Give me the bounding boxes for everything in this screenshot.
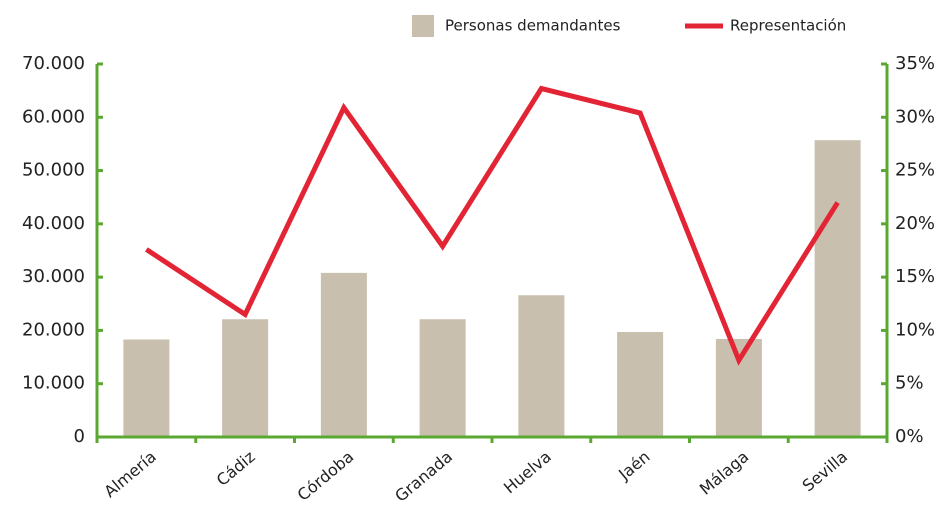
y2-tick-label: 10% bbox=[895, 319, 935, 340]
x-tick-label: Almería bbox=[100, 447, 159, 501]
y-tick-label: 50.000 bbox=[22, 160, 85, 181]
y-tick-label: 70.000 bbox=[22, 53, 85, 74]
bar bbox=[419, 319, 466, 437]
bar bbox=[320, 272, 367, 437]
y2-tick-label: 30% bbox=[895, 106, 935, 127]
x-tick-label: Cádiz bbox=[213, 447, 259, 490]
y-tick-label: 0 bbox=[74, 426, 85, 447]
x-tick-label: Huelva bbox=[500, 447, 555, 497]
y2-tick-label: 25% bbox=[895, 160, 935, 181]
y-tick-label: 40.000 bbox=[22, 213, 85, 234]
y2-tick-label: 15% bbox=[895, 266, 935, 287]
y-tick-label: 30.000 bbox=[22, 266, 85, 287]
x-tick-label: Jaén bbox=[614, 447, 653, 484]
legend-label: Personas demandantes bbox=[445, 17, 621, 35]
y2-tick-label: 20% bbox=[895, 213, 935, 234]
y2-tick-label: 5% bbox=[895, 373, 924, 394]
legend-swatch bbox=[412, 15, 434, 37]
x-tick-label: Sevilla bbox=[799, 447, 852, 495]
bar bbox=[518, 295, 565, 437]
line bbox=[145, 85, 840, 366]
bar bbox=[617, 332, 664, 437]
bar bbox=[123, 339, 170, 437]
y-tick-label: 60.000 bbox=[22, 106, 85, 127]
x-tick-label: Granada bbox=[391, 447, 456, 505]
bar bbox=[814, 140, 861, 437]
y2-tick-label: 0% bbox=[895, 426, 924, 447]
y2-tick-label: 35% bbox=[895, 53, 935, 74]
legend-label: Representación bbox=[730, 17, 846, 35]
bar bbox=[222, 319, 269, 437]
x-tick-label: Córdoba bbox=[294, 447, 358, 505]
y-tick-label: 20.000 bbox=[22, 319, 85, 340]
y-tick-label: 10.000 bbox=[22, 373, 85, 394]
x-tick-label: Málaga bbox=[696, 447, 753, 499]
